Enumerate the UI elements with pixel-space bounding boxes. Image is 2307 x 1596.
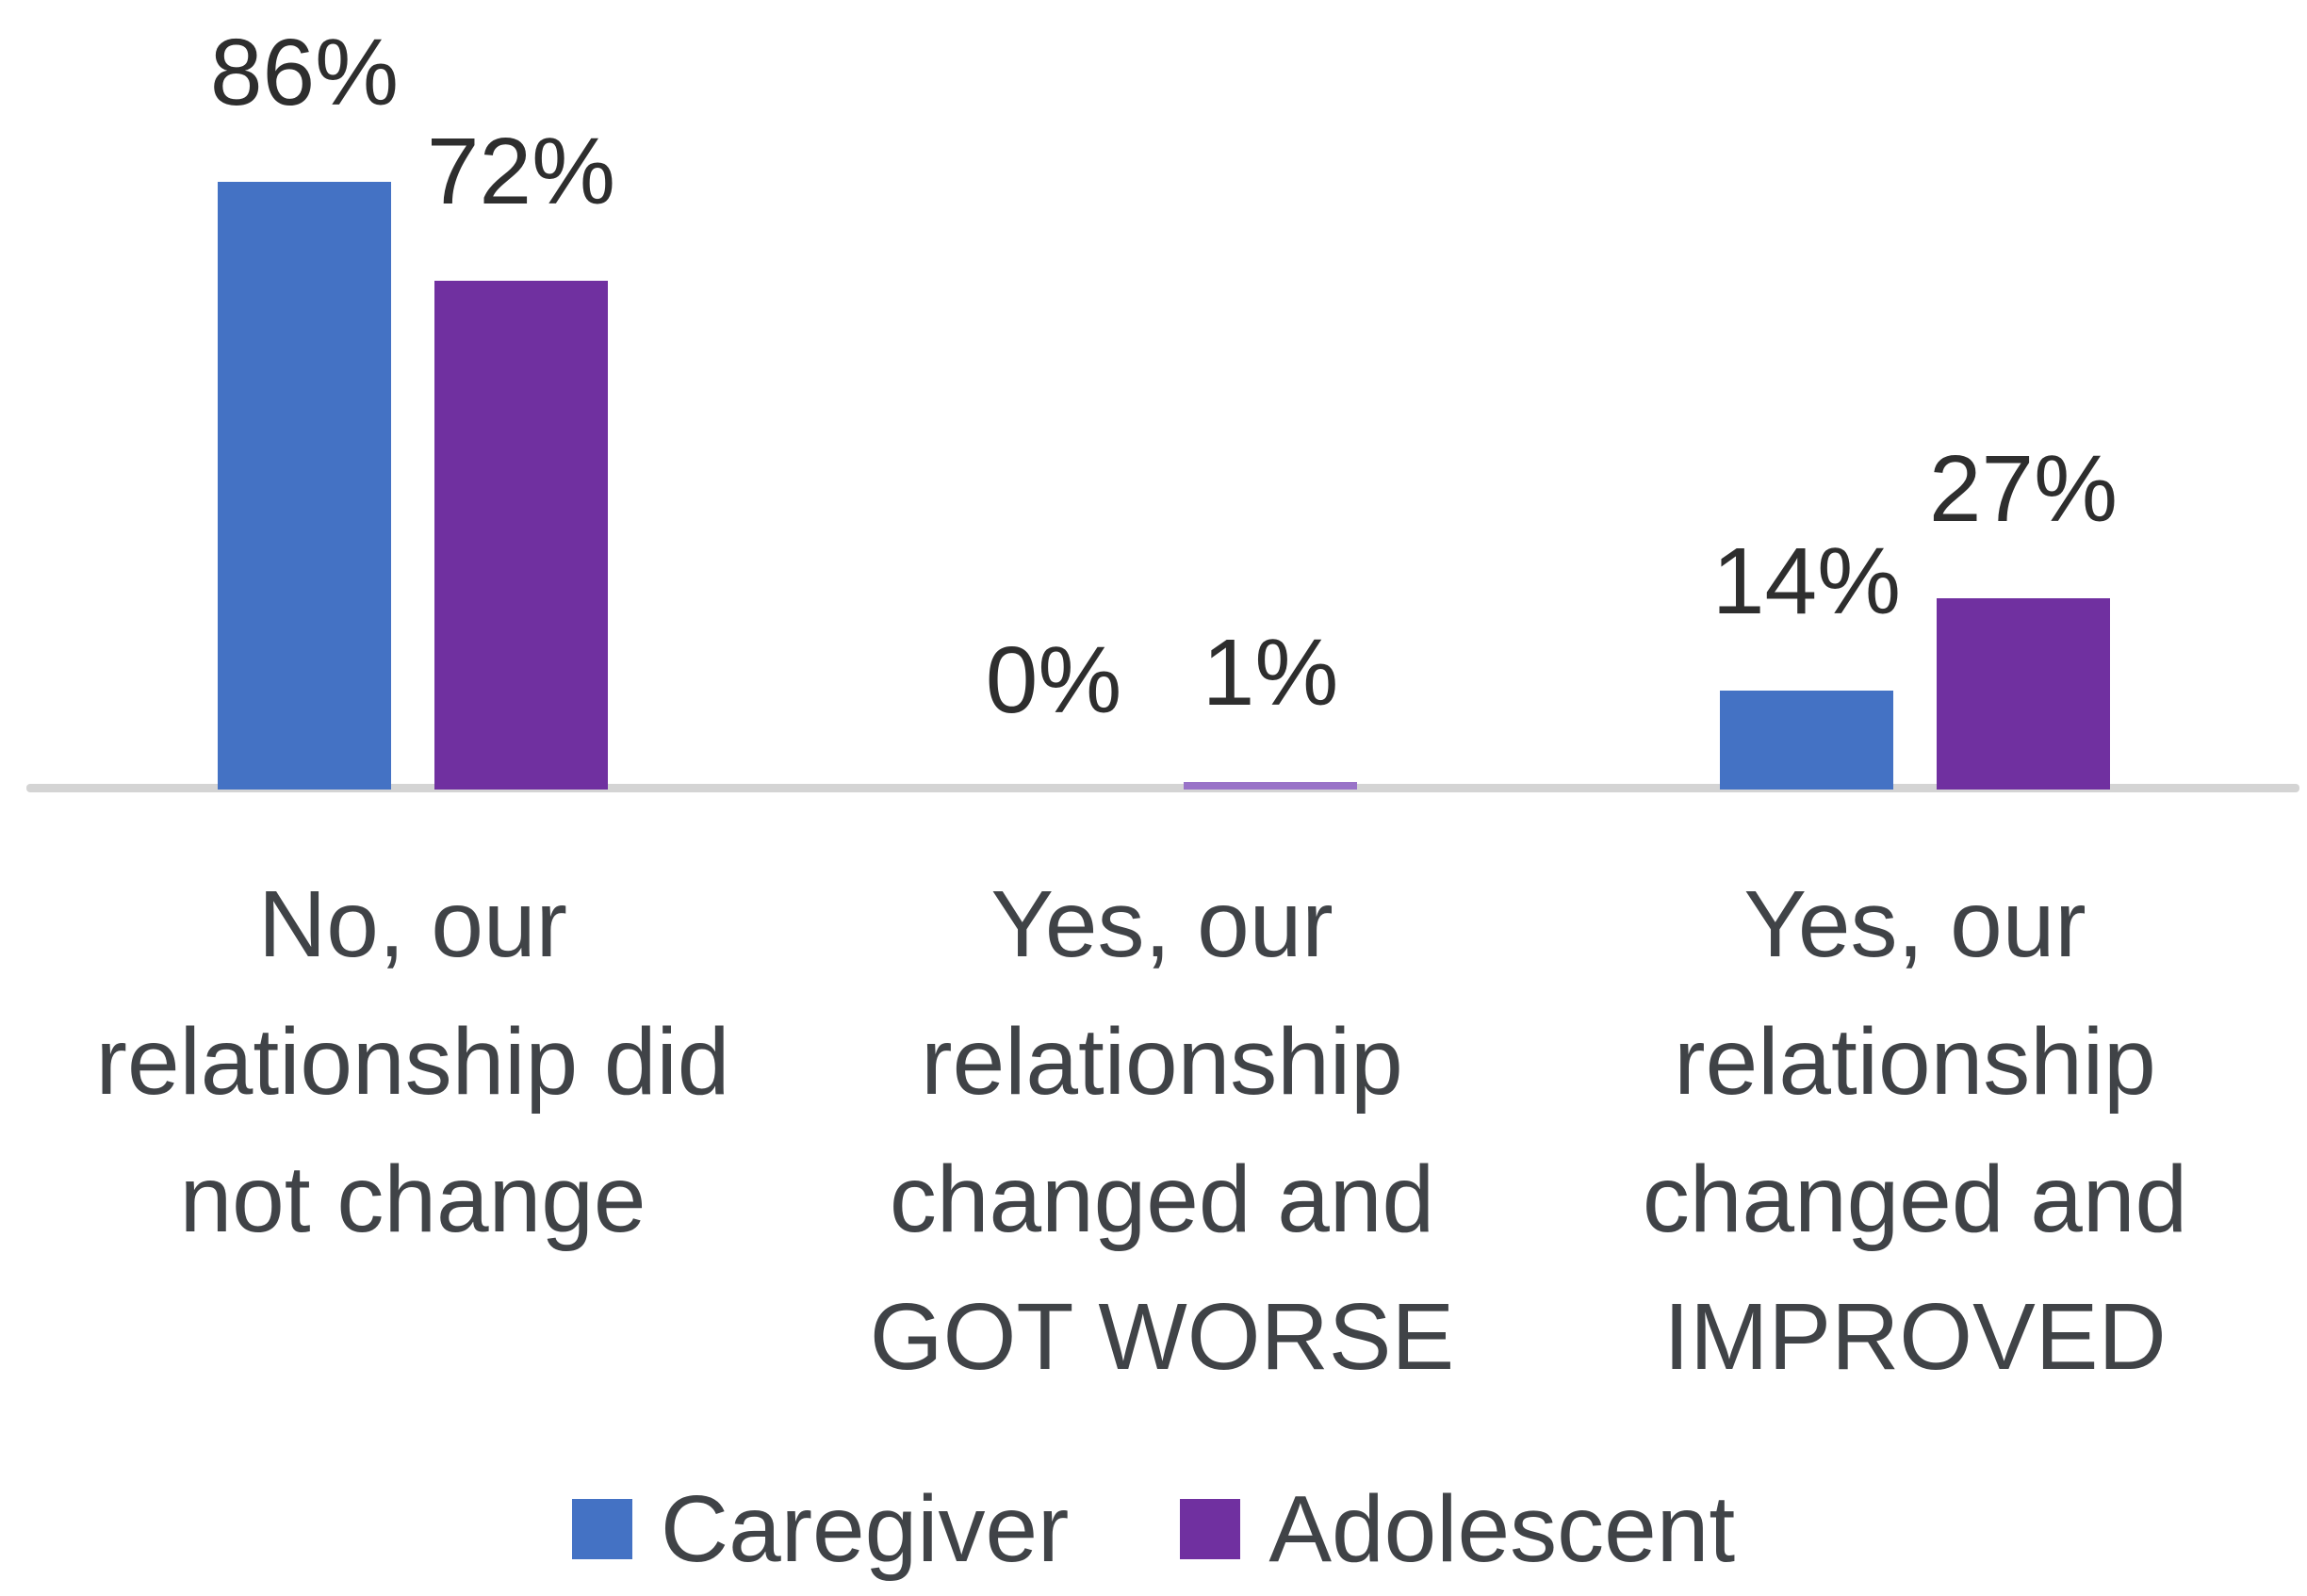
legend: Caregiver Adolescent	[0, 1466, 2307, 1592]
category-label-2: Yes, our relationship changed and IMPROV…	[1642, 871, 2188, 1390]
value-label-adolescent-cat1: 1%	[1202, 620, 1339, 725]
x-axis-line	[26, 784, 2299, 792]
value-label-caregiver-cat1: 0%	[985, 627, 1122, 733]
bar-adolescent-cat0	[434, 281, 608, 790]
legend-label-adolescent: Adolescent	[1268, 1476, 1736, 1582]
value-label-caregiver-cat2: 14%	[1711, 529, 1902, 634]
value-label-caregiver-cat0: 86%	[209, 20, 400, 125]
bar-caregiver-cat2	[1720, 691, 1893, 790]
bar-caregiver-cat0	[218, 182, 391, 790]
legend-item-adolescent: Adolescent	[1180, 1482, 1735, 1576]
bar-adolescent-cat2	[1937, 598, 2110, 790]
value-label-adolescent-cat2: 27%	[1928, 436, 2119, 542]
value-label-adolescent-cat0: 72%	[426, 119, 616, 224]
legend-label-caregiver: Caregiver	[660, 1476, 1070, 1582]
legend-swatch-icon-adolescent	[1180, 1499, 1241, 1559]
legend-swatch-icon-caregiver	[571, 1499, 632, 1559]
category-label-0: No, our relationship did not change	[95, 871, 730, 1252]
category-label-1: Yes, our relationship changed and GOT WO…	[869, 871, 1455, 1390]
bar-adolescent-cat1	[1184, 782, 1357, 790]
legend-item-caregiver: Caregiver	[571, 1476, 1070, 1582]
